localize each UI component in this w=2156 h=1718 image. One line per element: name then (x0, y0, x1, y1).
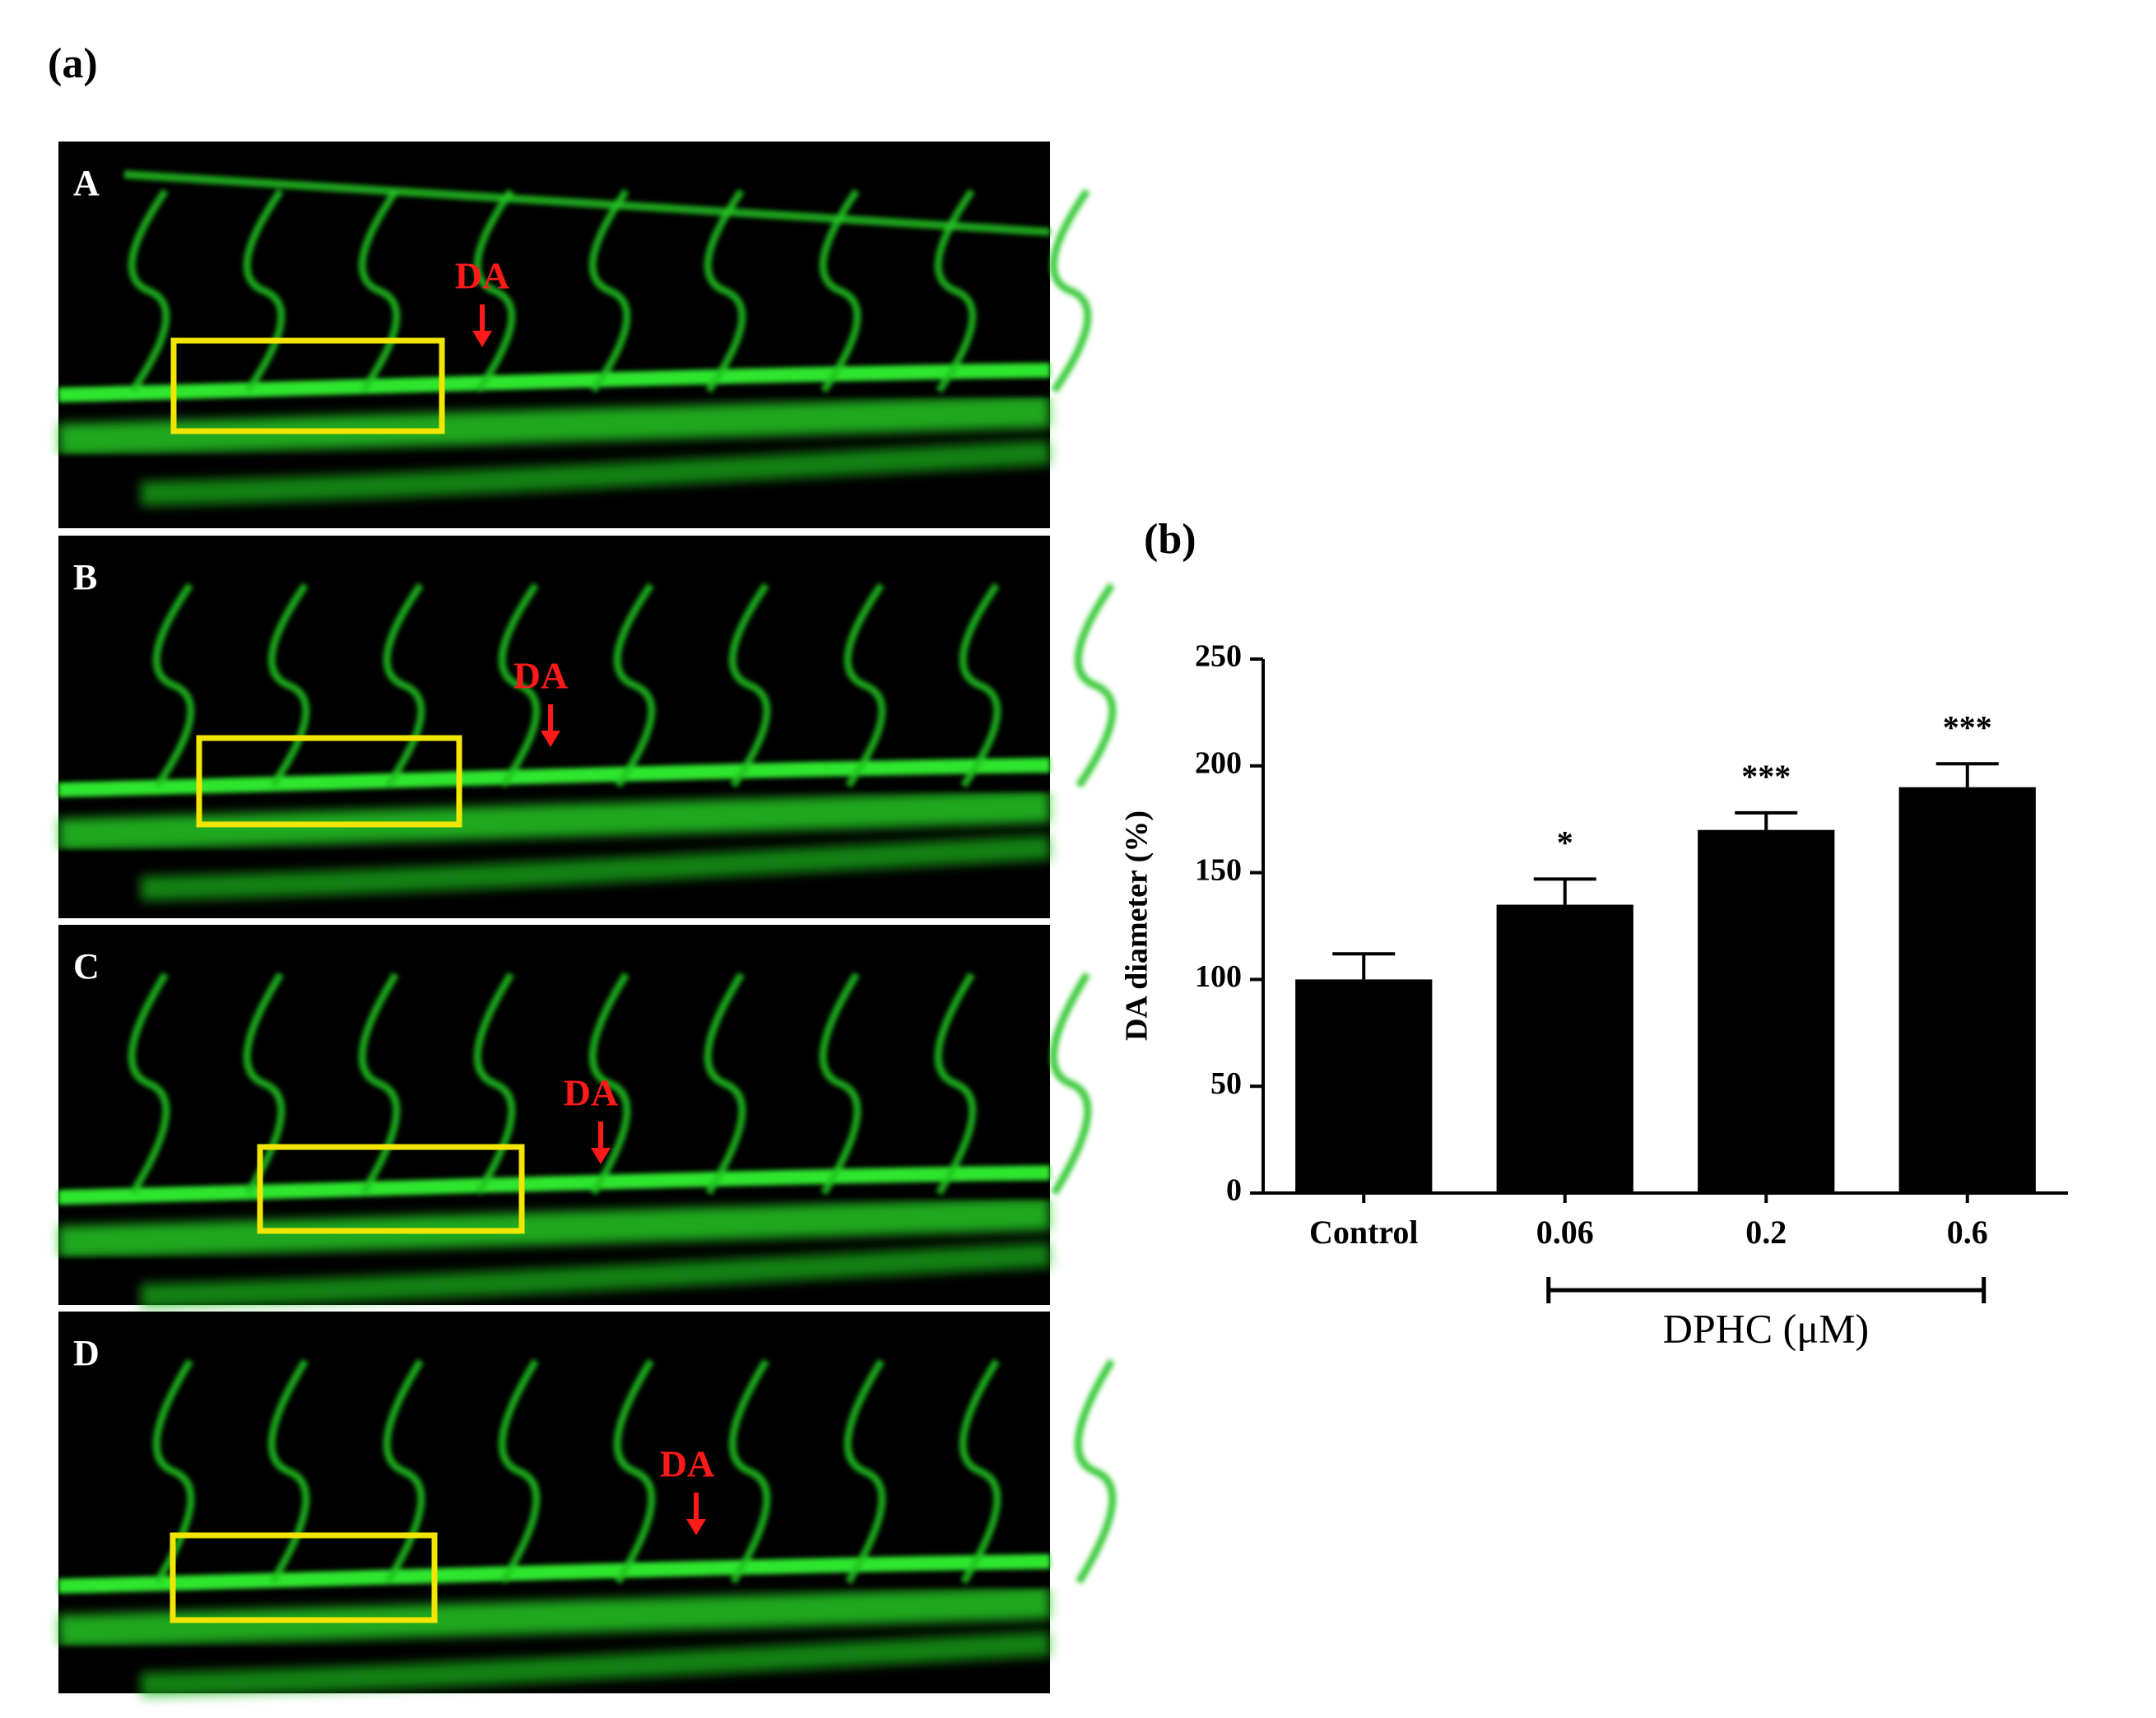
segmental-vessel (934, 188, 977, 393)
segmental-vessel (819, 972, 862, 1196)
highlight-box (196, 735, 462, 828)
segmental-vessel (473, 972, 516, 1196)
y-tick-label: 250 (1195, 639, 1242, 674)
dorsal-aorta (58, 1553, 1051, 1594)
x-tick-label: Control (1309, 1214, 1419, 1251)
segmental-vessel (843, 583, 886, 788)
segmental-vessel (498, 1358, 541, 1585)
x-tick-label: 0.2 (1745, 1214, 1787, 1251)
segmental-vessel (588, 972, 631, 1196)
segmental-vessel (383, 1358, 425, 1585)
segmental-vessel (843, 1358, 886, 1585)
segmental-vessel (358, 188, 401, 393)
da-label: DA (660, 1443, 714, 1485)
highlight-box (257, 1144, 525, 1234)
y-tick-label: 100 (1195, 959, 1242, 994)
y-tick-label: 50 (1210, 1066, 1242, 1101)
bar (1898, 787, 2036, 1193)
image-panels: A DA B DA C DA D DA (58, 142, 1117, 1697)
dorsal-aorta (58, 1165, 1051, 1205)
segmental-vessel (358, 972, 401, 1196)
dorsal-aorta (58, 758, 1051, 797)
significance-label: * (1557, 824, 1573, 861)
arrow-head (541, 731, 560, 747)
segmental-vessel (243, 972, 286, 1196)
segmental-vessel (1074, 583, 1117, 788)
segmental-vessel (819, 188, 862, 393)
segmental-vessel (243, 188, 286, 393)
x-tick-label: 0.06 (1536, 1214, 1594, 1251)
da-label: DA (513, 655, 568, 697)
microscopy-image: A DA (58, 142, 1092, 528)
lower-vessel (140, 835, 1051, 901)
segmental-vessel (1049, 188, 1092, 393)
segmental-vessel (152, 1358, 195, 1585)
y-tick-label: 150 (1195, 852, 1242, 887)
segmental-vessel (1074, 1358, 1117, 1585)
vessels (58, 972, 1092, 1309)
bar (1295, 979, 1433, 1193)
panel-label: A (73, 163, 100, 203)
lower-vessel (140, 1631, 1051, 1697)
segmental-vessel (959, 583, 1001, 788)
microscopy-image: B DA (58, 536, 1117, 918)
segmental-vessel (934, 972, 977, 1196)
lower-vessel (140, 1242, 1051, 1309)
dorsal-vessel (123, 170, 1051, 236)
segmental-vessel (588, 188, 631, 393)
segmental-vessel (128, 188, 170, 393)
microscopy-image: D DA (58, 1312, 1117, 1697)
y-axis-label: DA diameter (%) (1120, 810, 1155, 1041)
segmental-vessel (128, 972, 170, 1196)
cardinal-vein (58, 1197, 1051, 1260)
vessels (58, 1358, 1117, 1697)
arrow-head (686, 1519, 706, 1535)
cardinal-vein (58, 1586, 1051, 1648)
segmental-vessel (473, 188, 516, 393)
figure-label: (a) (48, 40, 98, 87)
chart-label: (b) (1144, 516, 1196, 563)
segmental-vessel (1049, 972, 1092, 1196)
bar (1698, 829, 1835, 1193)
panel-label: B (73, 557, 97, 597)
segmental-vessel (267, 1358, 310, 1585)
y-tick-label: 200 (1195, 746, 1242, 781)
y-tick-label: 0 (1226, 1173, 1242, 1208)
segmental-vessel (498, 583, 541, 788)
significance-label: *** (1741, 758, 1791, 795)
dorsal-aorta (58, 363, 1051, 402)
segmental-vessel (613, 583, 656, 788)
segmental-vessel (728, 583, 771, 788)
da-label: DA (455, 255, 509, 297)
vessels (58, 170, 1092, 506)
arrow-head (591, 1148, 611, 1164)
vessels (58, 583, 1117, 901)
lower-vessel (140, 440, 1051, 506)
segmental-vessel (728, 1358, 771, 1585)
highlight-box (170, 337, 445, 434)
highlight-box (170, 1532, 438, 1623)
significance-label: *** (1943, 708, 1992, 745)
bar-chart: (b) DA diameter (%) DPHC (μM) 0 50 100 150 2… (1120, 516, 2068, 1351)
cardinal-vein (58, 395, 1051, 457)
segmental-vessel (152, 583, 195, 788)
arrow-head (472, 331, 492, 347)
segmental-vessel (704, 188, 746, 393)
x-tick-label: 0.6 (1947, 1214, 1988, 1251)
cardinal-vein (58, 790, 1051, 852)
panel-label: C (73, 946, 100, 987)
group-label: DPHC (μM) (1663, 1305, 1869, 1351)
segmental-vessel (704, 972, 746, 1196)
bar (1496, 904, 1633, 1193)
da-label: DA (564, 1072, 618, 1114)
microscopy-image: C DA (58, 925, 1092, 1309)
panel-label: D (73, 1333, 100, 1373)
segmental-vessel (959, 1358, 1001, 1585)
segmental-vessel (613, 1358, 656, 1585)
